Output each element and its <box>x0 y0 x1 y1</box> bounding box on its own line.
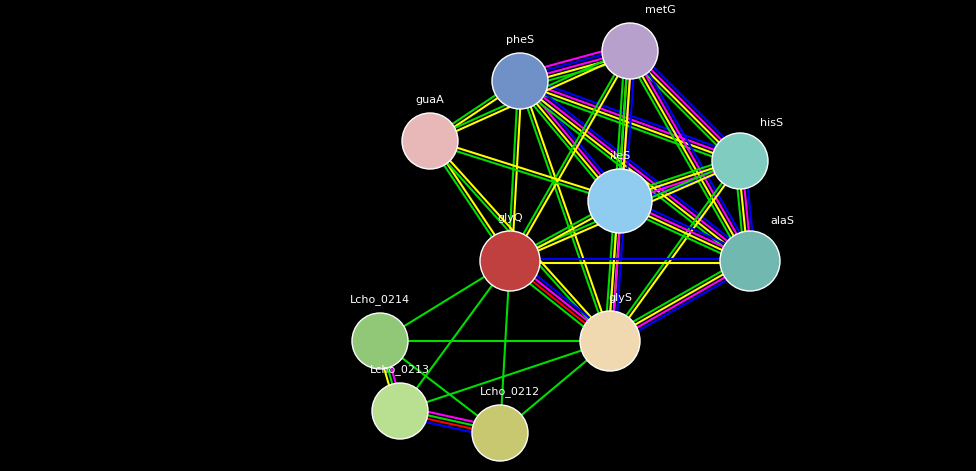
Circle shape <box>712 133 768 189</box>
Circle shape <box>602 23 658 79</box>
Text: glyS: glyS <box>608 293 632 303</box>
Circle shape <box>492 53 548 109</box>
Circle shape <box>372 383 428 439</box>
Circle shape <box>472 405 528 461</box>
Circle shape <box>352 313 408 369</box>
Circle shape <box>402 113 458 169</box>
Text: alaS: alaS <box>770 216 794 226</box>
Text: glyQ: glyQ <box>497 213 523 223</box>
Text: Lcho_0213: Lcho_0213 <box>370 364 430 375</box>
Text: ileS: ileS <box>610 151 630 161</box>
Circle shape <box>588 169 652 233</box>
Circle shape <box>480 231 540 291</box>
Text: pheS: pheS <box>506 35 534 45</box>
Text: hisS: hisS <box>760 118 783 128</box>
Circle shape <box>720 231 780 291</box>
Text: guaA: guaA <box>416 95 444 105</box>
Text: metG: metG <box>645 5 675 15</box>
Text: Lcho_0212: Lcho_0212 <box>480 386 540 397</box>
Circle shape <box>580 311 640 371</box>
Text: Lcho_0214: Lcho_0214 <box>350 294 410 305</box>
